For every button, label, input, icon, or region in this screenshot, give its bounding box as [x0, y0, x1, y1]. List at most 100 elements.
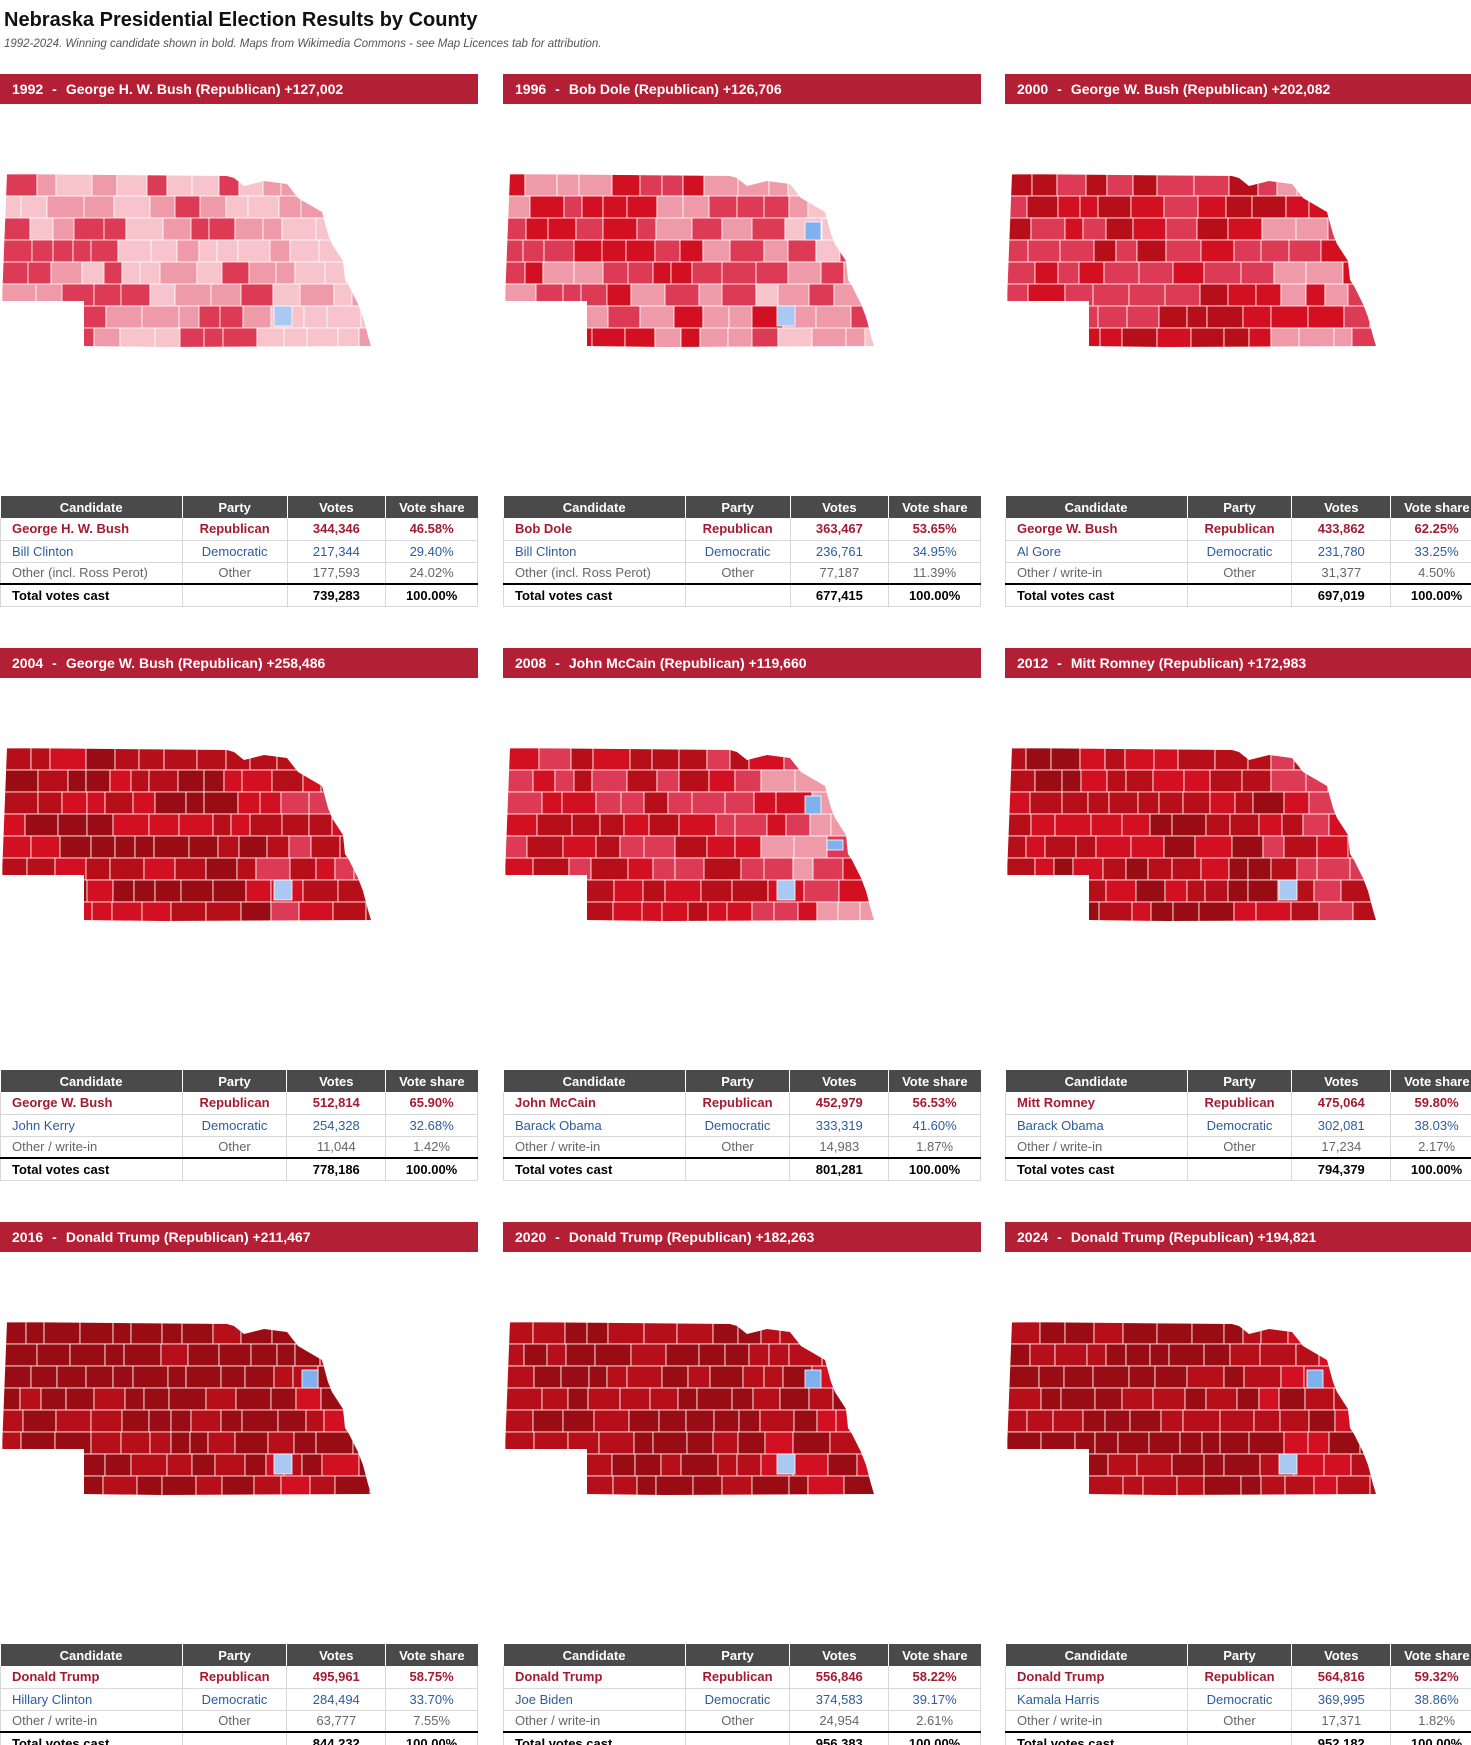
- county-shape-democratic: [804, 1369, 822, 1389]
- county-shape: [218, 1343, 252, 1367]
- votes-cell: 495,961: [286, 1666, 387, 1689]
- county-shape: [242, 305, 272, 329]
- county-shape: [56, 1365, 87, 1389]
- county-shape: [256, 327, 285, 347]
- county-shape: [1355, 1409, 1376, 1433]
- votes-cell: 374,583: [789, 1688, 890, 1711]
- county-shape: [368, 879, 371, 903]
- total-row: Total votes cast 794,379 100.00%: [1005, 1157, 1471, 1181]
- county-shape: [61, 791, 88, 815]
- county-shape: [297, 748, 317, 771]
- county-shape: [356, 174, 371, 197]
- county-shape: [1223, 1453, 1261, 1477]
- county-shape-democratic: [1306, 1369, 1324, 1389]
- county-shape: [323, 1409, 350, 1433]
- county-shape: [836, 195, 866, 219]
- results-table: Candidate Party Votes Vote share Bob Dol…: [503, 496, 981, 607]
- county-shape: [208, 217, 236, 241]
- county-shape: [1073, 1453, 1109, 1477]
- county-shape: [1152, 1387, 1186, 1411]
- votes-cell: 363,467: [790, 518, 890, 541]
- county-shape: [863, 1431, 874, 1455]
- county-shape: [1280, 283, 1307, 307]
- county-shape: [578, 174, 613, 197]
- county-shape: [1061, 791, 1089, 815]
- county-shape: [1259, 1343, 1297, 1367]
- nebraska-map-svg: [1007, 174, 1376, 347]
- county-shape: [1007, 748, 1027, 771]
- county-shape: [534, 879, 559, 903]
- county-shape: [863, 1322, 874, 1345]
- county-shape: [820, 261, 845, 285]
- county-shape: [343, 239, 371, 263]
- county-shape: [293, 1431, 317, 1455]
- page-subtitle: 1992-2024. Winning candidate shown in bo…: [4, 38, 602, 50]
- county-shape: [505, 217, 527, 241]
- county-shape: [25, 1322, 45, 1345]
- county-shape: [123, 1343, 162, 1367]
- county-shape: [267, 1431, 295, 1455]
- county-shape: [755, 283, 779, 307]
- county-shape: [65, 1387, 95, 1411]
- county-shape: [787, 174, 816, 197]
- county-shape: [234, 1431, 269, 1455]
- county-shape: [188, 835, 219, 859]
- election-banner: 1992- George H. W. Bush (Republican) +127…: [0, 74, 478, 104]
- county-shape: [768, 1343, 790, 1367]
- total-share-cell: 100.00%: [385, 583, 478, 607]
- county-shape: [546, 1343, 567, 1367]
- table-row: Donald Trump Republican 564,816 59.32%: [1005, 1666, 1471, 1689]
- county-shape: [1234, 791, 1254, 815]
- county-shape: [856, 1453, 874, 1477]
- party-cell: Democratic: [1187, 1114, 1293, 1137]
- county-shape: [1298, 327, 1335, 347]
- county-shape: [1168, 1343, 1205, 1367]
- table-row: Bill Clinton Democratic 217,344 29.40%: [0, 540, 478, 563]
- county-shape: [524, 174, 558, 197]
- county-shape: [161, 1475, 197, 1495]
- county-shape: [505, 879, 536, 903]
- county-shape: [1205, 813, 1231, 837]
- county-shape: [54, 1431, 92, 1455]
- county-shape: [601, 239, 627, 263]
- county-shape: [652, 857, 676, 881]
- county-shape: [361, 748, 371, 771]
- county-shape: [132, 1365, 169, 1389]
- county-shape: [1030, 217, 1066, 241]
- county-shape: [20, 195, 48, 219]
- total-label-cell: Total votes cast: [503, 583, 686, 607]
- county-shape: [1079, 879, 1107, 903]
- county-shape: [1335, 195, 1362, 219]
- county-shape: [1337, 791, 1367, 815]
- county-shape: [198, 239, 218, 263]
- table-row: Other (incl. Ross Perot) Other 177,593 24.0…: [0, 562, 478, 585]
- county-shape: [661, 901, 689, 921]
- county-shape: [133, 879, 156, 903]
- county-shape: [132, 791, 156, 815]
- party-cell: Other: [685, 1710, 791, 1733]
- county-shape: [1182, 791, 1211, 815]
- candidate-cell: Hillary Clinton: [0, 1688, 183, 1711]
- county-shape: [83, 195, 115, 219]
- county-shape: [740, 857, 765, 881]
- county-shape: [555, 901, 578, 921]
- county-shape: [20, 1431, 56, 1455]
- county-shape: [1260, 1322, 1289, 1345]
- candidate-cell: Barack Obama: [503, 1114, 686, 1137]
- party-cell: Democratic: [685, 1114, 791, 1137]
- candidate-cell: George W. Bush: [0, 1092, 183, 1115]
- county-shape: [1308, 1409, 1336, 1433]
- county-shape: [1322, 748, 1353, 771]
- county-shape: [1164, 879, 1188, 903]
- total-row: Total votes cast 844,232 100.00%: [0, 1731, 478, 1745]
- banner-separator: -: [52, 1229, 57, 1245]
- county-shape: [505, 813, 538, 837]
- county-shape: [538, 748, 572, 771]
- county-shape: [344, 1365, 365, 1389]
- county-shape: [337, 879, 370, 903]
- county-shape: [196, 261, 223, 285]
- county-shape: [680, 327, 701, 347]
- county-shape: [703, 174, 739, 197]
- county-shape: [1360, 1322, 1376, 1345]
- table-row: Donald Trump Republican 556,846 58.22%: [503, 1666, 981, 1689]
